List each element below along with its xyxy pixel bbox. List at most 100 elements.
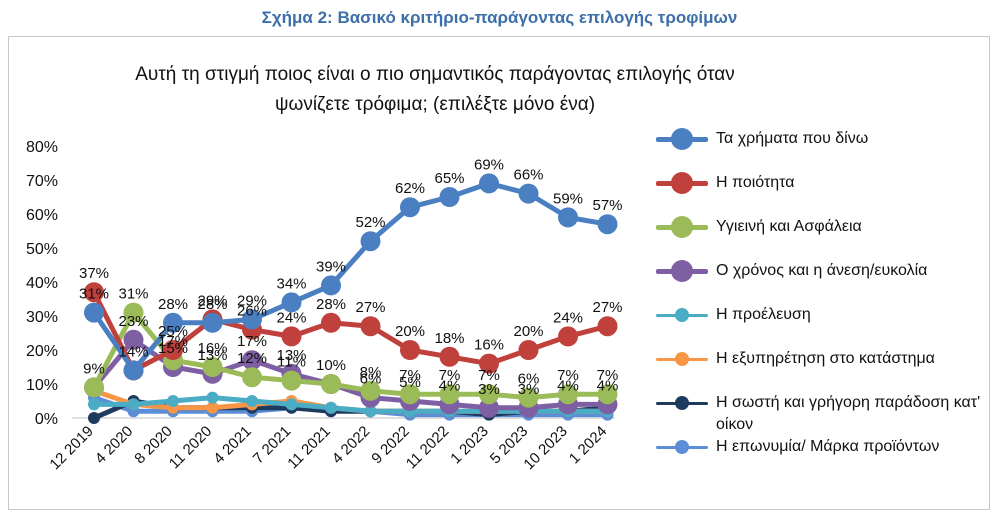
data-label: 12%	[237, 350, 267, 367]
data-label: 31%	[118, 286, 148, 303]
data-point	[88, 412, 100, 424]
y-tick-label: 80%	[26, 139, 58, 156]
data-point	[558, 326, 578, 347]
data-label: 17%	[237, 333, 267, 350]
data-label: 39%	[316, 258, 346, 275]
data-label: 4%	[597, 377, 619, 394]
data-point	[206, 401, 219, 414]
legend-label: Η προέλευση	[716, 306, 811, 323]
chart-frame	[8, 36, 990, 510]
data-point	[84, 302, 104, 323]
data-label: 34%	[276, 275, 306, 292]
data-point	[439, 346, 460, 367]
data-label: 16%	[474, 337, 504, 354]
legend-label: Η εξυπηρέτηση στο κατάστημα	[716, 350, 935, 367]
legend-marker-icon	[656, 214, 708, 240]
data-point	[242, 367, 262, 388]
data-label: 7%	[478, 367, 500, 384]
data-label: 9%	[83, 360, 105, 377]
data-point	[360, 316, 381, 337]
legend-marker-icon	[656, 434, 708, 460]
legend-marker-icon	[656, 170, 708, 196]
data-label: 26%	[237, 303, 267, 320]
legend-marker-icon	[656, 302, 708, 328]
data-point	[242, 309, 262, 330]
data-point	[597, 214, 618, 235]
y-tick-label: 60%	[26, 207, 58, 224]
legend-item: Η εξυπηρέτηση στο κατάστημα	[656, 346, 986, 372]
data-point	[400, 340, 420, 360]
data-label: 23%	[118, 313, 148, 330]
data-point	[285, 398, 298, 411]
data-label: 5%	[399, 374, 421, 391]
data-point	[167, 395, 179, 407]
data-point	[202, 312, 223, 333]
data-point	[479, 384, 499, 405]
data-label: 10%	[316, 357, 346, 374]
data-point	[321, 275, 341, 296]
legend-item: Υγιεινή και Ασφάλεια	[656, 214, 986, 240]
data-label: 15%	[158, 340, 188, 357]
data-point	[479, 173, 499, 194]
legend-label: Η ποιότητα	[716, 174, 795, 191]
x-tick-label: 12 2019	[46, 423, 96, 473]
data-label: 8%	[360, 364, 382, 381]
legend-marker-icon	[656, 390, 708, 416]
data-label: 11%	[277, 354, 306, 371]
data-point	[597, 316, 618, 337]
data-point	[88, 398, 100, 411]
data-label: 27%	[592, 299, 622, 316]
legend-item: Ο χρόνος και η άνεση/ευκολία	[656, 258, 986, 284]
data-label: 65%	[434, 170, 464, 187]
data-label: 28%	[158, 296, 188, 313]
data-label: 7%	[399, 367, 421, 384]
legend-item: Η ποιότητα	[656, 170, 986, 196]
data-label: 18%	[434, 330, 464, 347]
data-label: 6%	[518, 371, 540, 388]
data-label: 20%	[513, 323, 543, 340]
data-label: 13%	[197, 347, 227, 364]
data-label: 13%	[276, 347, 306, 364]
legend-item: Η επωνυμία/ Μάρκα προϊόντων	[656, 434, 986, 460]
data-point	[518, 340, 539, 360]
data-label: 27%	[355, 299, 385, 316]
legend-marker-icon	[656, 346, 708, 372]
data-label: 17%	[158, 333, 188, 350]
data-point	[84, 282, 104, 303]
y-tick-label: 50%	[26, 241, 58, 258]
x-tick-label: 4 2020	[92, 423, 136, 467]
data-label: 14%	[118, 343, 148, 360]
data-point	[123, 302, 144, 323]
x-tick-label: 11 2022	[403, 423, 453, 473]
data-point	[558, 384, 578, 405]
data-label: 7%	[439, 367, 461, 384]
legend-marker-icon	[656, 258, 708, 284]
data-label: 3%	[478, 381, 500, 398]
legend-item: Η σωστή και γρήγορη παράδοση κατ' οίκον	[656, 390, 986, 433]
y-tick-label: 30%	[26, 309, 58, 326]
data-label: 28%	[316, 296, 346, 313]
data-label: 7%	[557, 367, 579, 384]
legend-label: Η επωνυμία/ Μάρκα προϊόντων	[716, 438, 940, 455]
data-label: 6%	[360, 371, 382, 388]
chart-title: Αυτή τη στιγμή ποιος είναι ο πιο σημαντι…	[120, 60, 750, 120]
data-label: 37%	[79, 265, 109, 282]
x-tick-label: 1 2023	[447, 423, 491, 467]
data-label: 25%	[158, 323, 188, 340]
data-label: 24%	[276, 309, 306, 326]
data-point	[163, 312, 183, 333]
data-label: 16%	[197, 340, 227, 357]
data-label: 7%	[597, 367, 619, 384]
legend-item: Η προέλευση	[656, 302, 986, 328]
legend-item: Τα χρήματα που δίνω	[656, 126, 986, 152]
data-point	[242, 350, 262, 371]
figure-caption: Σχήμα 2: Βασικό κριτήριο-παράγοντας επιλ…	[261, 8, 738, 27]
data-point	[518, 387, 539, 408]
data-point	[325, 401, 337, 414]
data-point	[518, 183, 539, 204]
data-point	[123, 360, 144, 381]
data-point	[321, 374, 341, 394]
x-tick-label: 10 2023	[520, 423, 570, 473]
legend-label: Υγιεινή και Ασφάλεια	[716, 218, 862, 235]
data-point	[439, 187, 460, 207]
